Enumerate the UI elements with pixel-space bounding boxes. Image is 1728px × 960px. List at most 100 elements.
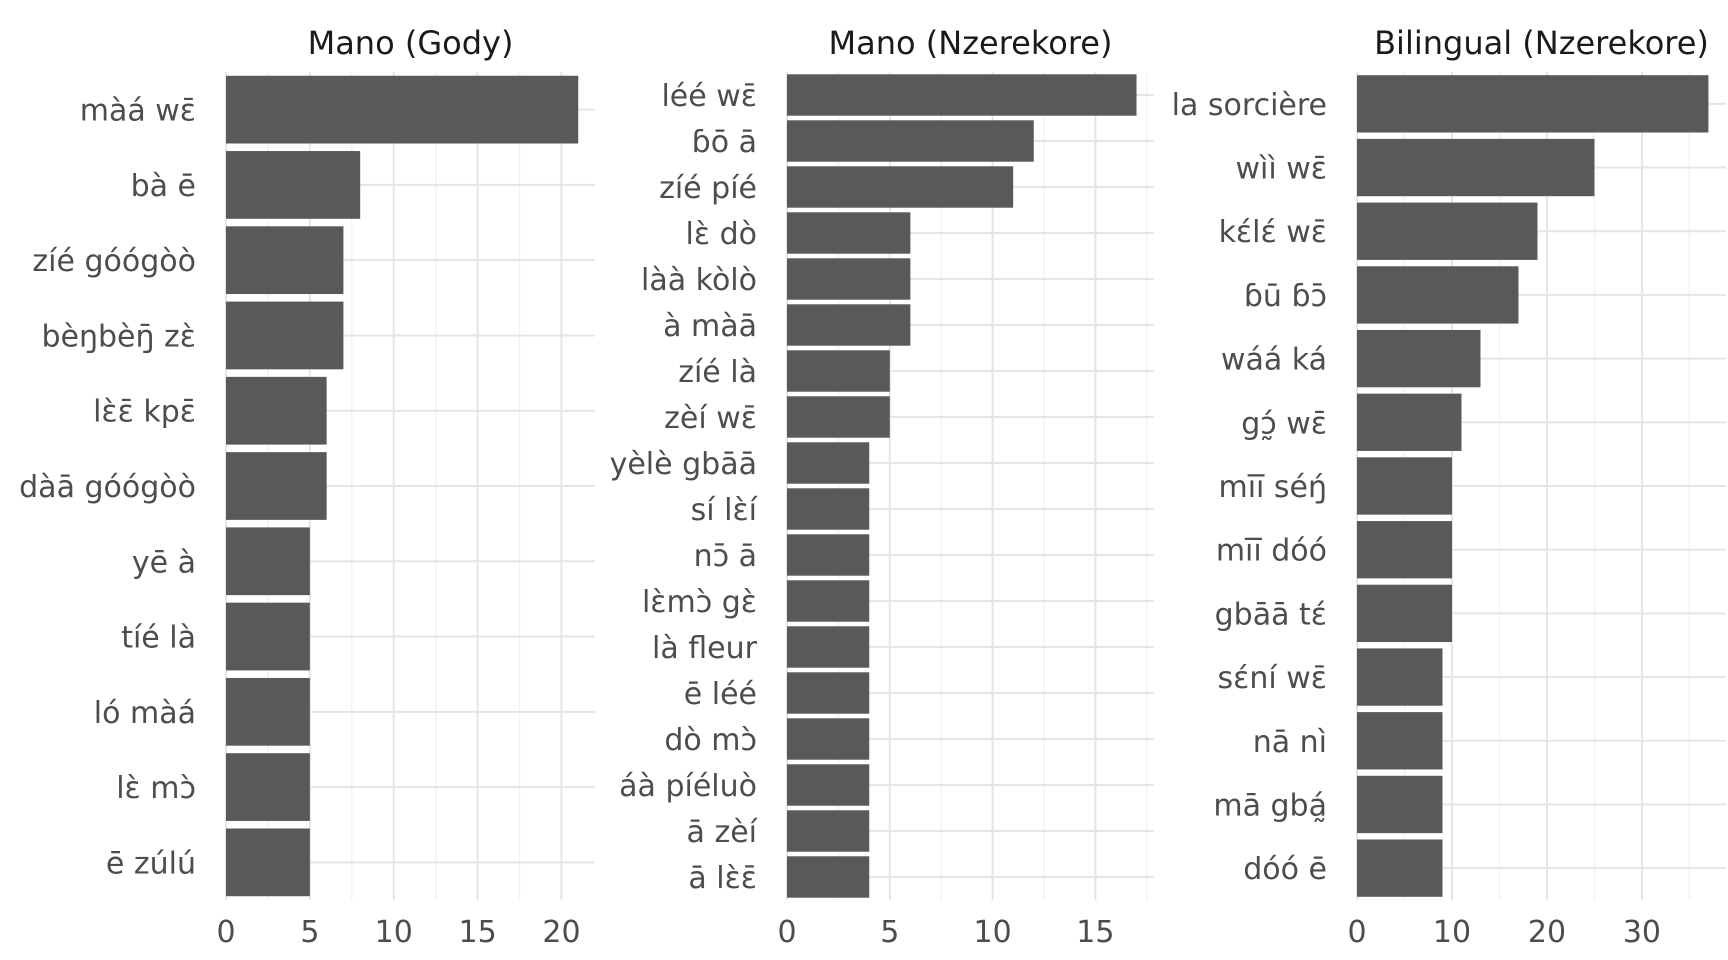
category-label: à màā [663,309,757,344]
category-label: ā zèí [687,815,759,850]
bar-8 [226,602,310,671]
category-label: mīī dóó [1216,534,1327,569]
bar-11 [1357,712,1443,770]
bar-6 [787,304,911,346]
bar-11 [787,534,870,576]
bar-4 [787,212,911,254]
bar-2 [787,120,1034,162]
panel-bilingual-nzerekore: la sorcière wìì wɛ̄ kɛ́lɛ́ wɛ̄ ɓū ɓɔ̄ wáá ká… [1172,24,1726,950]
x-tick-label: 5 [300,915,319,950]
bar-7 [226,527,310,596]
category-label: yèlè gbāā [610,447,757,482]
category-label: dò mɔ̀ [664,723,757,758]
category-label: làà kòlò [641,263,757,298]
x-tick-label: 0 [777,915,796,950]
bar-2 [226,151,361,219]
category-label: zíé góógòò [32,244,196,279]
bar-12 [787,580,870,622]
bar-14 [787,672,870,714]
bar-4 [226,301,344,370]
panel-mano-gody: màá wɛ̄ bà ē zíé góógòò bèŋbèŋ̄ zɛ̀ lɛ̀ɛ̄ kp… [19,24,595,950]
category-label: mā gbá̰ [1213,788,1327,823]
x-tick-label: 15 [458,915,496,950]
bar-9 [787,442,870,484]
bar-13 [787,626,870,668]
category-label: lɛ̀ dò [686,217,757,252]
bar-1 [226,75,579,144]
bar-15 [787,718,870,760]
bar-5 [226,376,327,445]
category-label: bà ē [131,169,196,204]
category-label: dàā góógòò [19,470,196,505]
bar-2 [1357,138,1595,197]
x-tick-label: 10 [375,915,413,950]
bar-7 [787,350,890,392]
category-label: màá wɛ̄ [80,94,196,129]
x-tick-label: 20 [1528,915,1566,950]
category-label: ē léé [684,677,757,712]
category-label: ɓū ɓɔ̄ [1244,279,1327,314]
category-label: zíé là [678,355,757,390]
category-label: zèí wɛ̄ [664,401,757,436]
x-tick-label: 30 [1623,915,1661,950]
category-label: gɔ̰́ wɛ̄ [1241,406,1327,441]
bar-11 [226,828,310,897]
bar-10 [226,753,310,821]
category-label: mīī séŋ́ [1218,470,1327,505]
x-tick-label: 5 [880,915,899,950]
x-tick-label: 20 [542,915,580,950]
category-label: lɛ̀mɔ̀ gɛ̀ [642,585,757,620]
bar-16 [787,764,870,806]
category-label: yē à [132,545,196,580]
category-label: lɛ̀ɛ̄ kpɛ̄ [93,395,196,430]
bar-8 [787,396,890,438]
category-label: áà píéluò [619,769,757,804]
category-label: wáá ká [1221,343,1327,378]
category-label: ló màá [94,696,196,731]
category-label: bèŋbèŋ̄ zɛ̀ [41,319,196,354]
bar-3 [226,226,344,295]
x-tick-label: 10 [1433,915,1471,950]
bar-13 [1357,839,1443,897]
x-tick-label: 0 [1347,915,1366,950]
bar-12 [1357,775,1443,834]
bar-1 [787,74,1137,116]
category-label: wìì wɛ̄ [1236,152,1328,187]
bar-5 [787,258,911,300]
category-label: dóó ē [1243,852,1327,887]
category-label: nɔ̄ ā [694,539,757,574]
bar-5 [1357,329,1481,388]
category-label: la sorcière [1172,88,1327,123]
panel-title: Mano (Gody) [308,24,514,62]
category-label: sí lɛ̀í [691,493,759,528]
bar-10 [787,488,870,530]
category-label: ē zúlú [106,846,196,881]
x-tick-label: 15 [1076,915,1114,950]
x-tick-label: 10 [974,915,1012,950]
category-label: tíé là [121,621,196,656]
bar-6 [226,452,327,520]
bar-6 [1357,393,1462,451]
category-label: kɛ́lɛ́ wɛ̄ [1219,215,1327,250]
bar-9 [1357,584,1452,643]
category-label: ā lɛ̀ɛ̄ [688,861,757,896]
panel-title: Mano (Nzerekore) [829,24,1113,62]
bar-17 [787,810,870,852]
category-label: zíé píé [659,171,757,206]
bar-4 [1357,266,1519,324]
bar-3 [787,166,1014,208]
bar-9 [226,677,310,746]
category-label: gbāā tɛ́ [1215,597,1327,632]
panel-title: Bilingual (Nzerekore) [1374,24,1709,62]
panel-mano-nzerekore: léé wɛ̄ ɓō ā zíé píé lɛ̀ dò làà kòlò à màā zíé… [610,24,1154,950]
bar-3 [1357,202,1538,260]
bar-1 [1357,75,1709,133]
bar-18 [787,856,870,898]
category-label: là fleur [652,631,758,666]
category-label: sɛ́ní wɛ̄ [1218,661,1327,696]
x-tick-label: 0 [216,915,235,950]
bar-8 [1357,521,1452,579]
category-label: léé wɛ̄ [661,79,757,114]
category-label: lɛ̀ mɔ̀ [116,771,196,806]
